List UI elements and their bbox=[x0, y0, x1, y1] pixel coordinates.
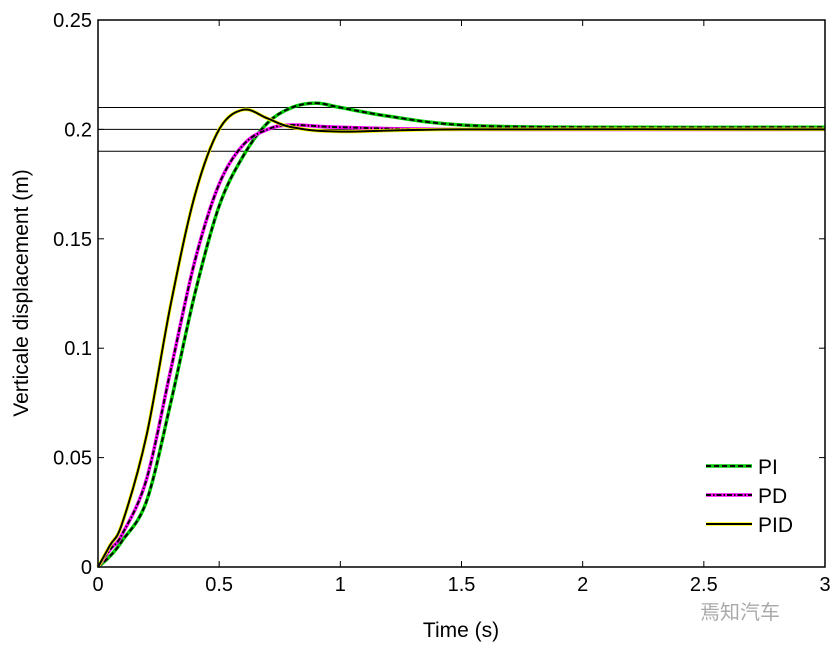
series-pd-color bbox=[96, 123, 826, 568]
y-tick-label: 0 bbox=[81, 557, 92, 579]
y-tick-label: 0.15 bbox=[53, 229, 92, 251]
x-tick-label: 2 bbox=[577, 574, 588, 596]
legend: PI PD PID bbox=[706, 456, 793, 537]
y-tick-label: 0.1 bbox=[64, 338, 92, 360]
x-axis-label: Time (s) bbox=[423, 619, 499, 642]
y-tick-label: 0.05 bbox=[53, 448, 92, 470]
series-pid-line bbox=[97, 108, 826, 568]
series-pi-color bbox=[96, 101, 826, 569]
legend-label: PI bbox=[758, 456, 778, 479]
y-axis-label: Verticale displacement (m) bbox=[10, 169, 33, 416]
y-tick-label: 0.25 bbox=[53, 10, 92, 32]
x-tick-label: 1.5 bbox=[448, 574, 476, 596]
x-tick-label: 1 bbox=[335, 574, 346, 596]
x-tick-label: 0.5 bbox=[205, 574, 233, 596]
x-tick-label: 3 bbox=[819, 574, 830, 596]
series-pd-line bbox=[97, 123, 826, 568]
x-tick-label: 2.5 bbox=[690, 574, 718, 596]
watermark: 焉知汽车 bbox=[700, 600, 780, 624]
legend-label: PID bbox=[758, 514, 793, 537]
plot-frame bbox=[97, 19, 826, 568]
series-pid-color bbox=[96, 107, 826, 568]
y-tick-label: 0.2 bbox=[64, 119, 92, 141]
x-tick-label: 0 bbox=[92, 574, 103, 596]
legend-label: PD bbox=[758, 485, 787, 508]
series-pi-line bbox=[97, 102, 826, 568]
